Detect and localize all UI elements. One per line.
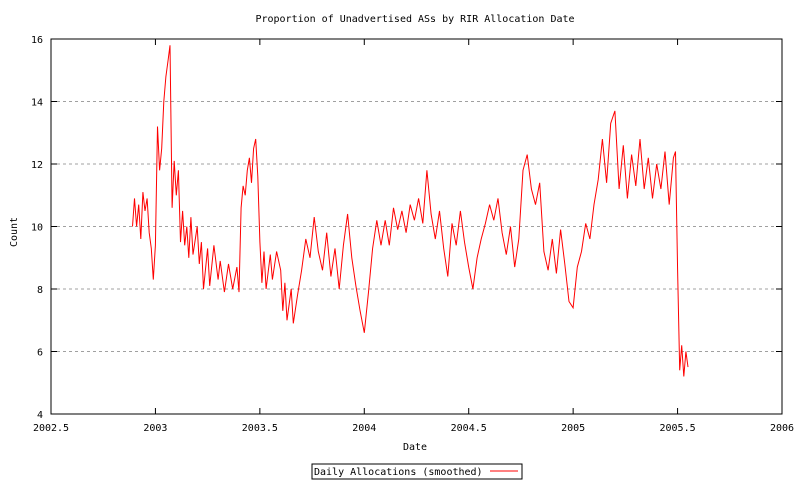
y-tick-label: 14	[31, 98, 43, 109]
x-tick-label: 2004.5	[451, 423, 487, 434]
y-tick-label: 6	[37, 348, 43, 359]
x-axis-label: Date	[403, 442, 427, 453]
series-line	[132, 45, 689, 377]
x-tick-label: 2004	[352, 423, 376, 434]
y-tick-label: 4	[37, 410, 43, 421]
legend-box	[311, 463, 523, 480]
x-tick-label: 2003	[143, 423, 167, 434]
legend-label: Daily Allocations (smoothed)	[314, 467, 483, 478]
x-tick-label: 2005.5	[660, 423, 696, 434]
series-layer	[132, 45, 689, 377]
grid	[51, 101, 782, 352]
x-tick-label: 2002.5	[33, 423, 69, 434]
x-tick-label: 2005	[561, 423, 585, 434]
legend: Daily Allocations (smoothed)	[311, 463, 523, 480]
axis-ticks: 4 6 8 10 12 14 16 2002.5 2003 2003.5 2004 2004.5 200…	[31, 35, 794, 434]
y-tick-label: 16	[31, 35, 43, 46]
y-tick-label: 12	[31, 160, 43, 171]
x-tick-label: 2003.5	[242, 423, 278, 434]
y-tick-label: 8	[37, 285, 43, 296]
y-tick-label: 10	[31, 223, 43, 234]
chart-title: Proportion of Unadvertised ASs by RIR Al…	[255, 14, 574, 25]
y-axis-label: Count	[9, 217, 20, 247]
x-tick-label: 2006	[770, 423, 794, 434]
